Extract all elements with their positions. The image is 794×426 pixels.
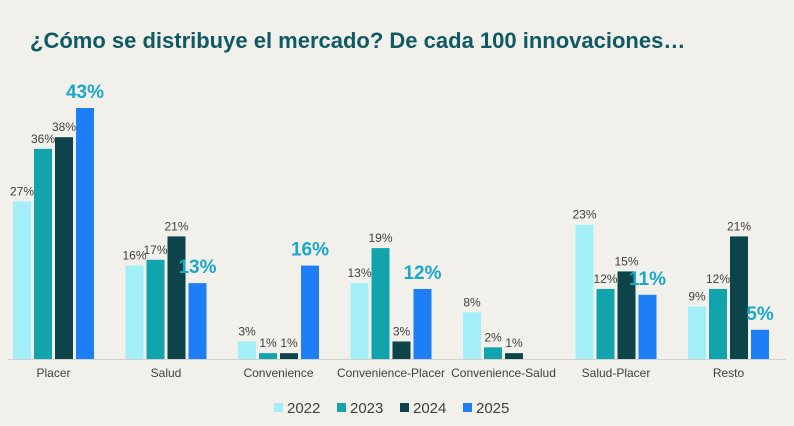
bar-convenience-2025 xyxy=(301,265,319,359)
data-label-placer-2023: 36% xyxy=(31,132,55,146)
category-label-convenience-placer: Convenience-Placer xyxy=(337,366,445,380)
data-label-salud-placer-2025: 11% xyxy=(629,269,666,290)
data-label-convenience-2022: 3% xyxy=(238,324,256,338)
bar-placer-2023 xyxy=(34,148,52,359)
bar-salud-placer-2022 xyxy=(575,224,594,359)
data-label-salud-2024: 21% xyxy=(164,219,188,233)
bar-convenience-placer-2022 xyxy=(350,283,369,359)
bar-resto-2024 xyxy=(730,236,748,359)
data-label-convenience-salud-2024: 1% xyxy=(505,336,523,350)
data-label-salud-2023: 17% xyxy=(143,243,167,257)
data-label-convenience-placer-2024: 3% xyxy=(393,324,411,338)
category-label-convenience-salud: Convenience-Salud xyxy=(451,366,556,380)
bar-convenience-salud-2022 xyxy=(463,312,481,359)
legend-swatch-2025 xyxy=(463,403,472,412)
legend-label-2024: 2024 xyxy=(413,400,446,417)
legend-swatch-2024 xyxy=(400,403,409,412)
bar-salud-placer-2024 xyxy=(617,271,636,359)
data-label-resto-2025: 5% xyxy=(746,304,774,325)
legend-label-2022: 2022 xyxy=(287,400,320,417)
bar-resto-2025 xyxy=(751,329,769,359)
data-label-resto-2024: 21% xyxy=(727,219,751,233)
legend-label-2025: 2025 xyxy=(476,400,509,417)
data-label-convenience-placer-2023: 19% xyxy=(368,231,392,245)
legend-label-2023: 2023 xyxy=(350,400,383,417)
bar-salud-2025 xyxy=(188,283,207,359)
bar-convenience-2023 xyxy=(259,353,277,359)
bar-salud-2023 xyxy=(146,259,165,359)
data-label-convenience-2024: 1% xyxy=(280,336,298,350)
data-label-resto-2023: 12% xyxy=(706,272,730,286)
data-label-placer-2025: 43% xyxy=(66,82,104,103)
data-label-resto-2022: 9% xyxy=(688,289,706,303)
category-label-resto: Resto xyxy=(713,366,745,380)
data-label-salud-2025: 13% xyxy=(178,257,216,278)
bar-convenience-salud-2024 xyxy=(505,353,523,359)
bar-placer-2022 xyxy=(13,201,31,359)
bar-convenience-placer-2025 xyxy=(413,288,432,359)
bar-convenience-2024 xyxy=(280,353,298,359)
category-label-convenience: Convenience xyxy=(243,366,313,380)
legend-swatch-2022 xyxy=(274,403,283,412)
bar-convenience-salud-2023 xyxy=(484,347,502,359)
data-label-salud-placer-2024: 15% xyxy=(614,254,638,268)
bar-placer-2025 xyxy=(76,108,94,359)
bar-convenience-placer-2024 xyxy=(392,341,411,359)
chart-title: ¿Cómo se distribuye el mercado? De cada … xyxy=(30,28,686,53)
data-label-placer-2022: 27% xyxy=(10,184,34,198)
data-label-convenience-placer-2022: 13% xyxy=(347,266,371,280)
data-label-salud-placer-2022: 23% xyxy=(572,208,596,222)
category-label-salud: Salud xyxy=(151,366,182,380)
category-label-salud-placer: Salud-Placer xyxy=(582,366,651,380)
data-label-salud-placer-2023: 12% xyxy=(593,272,617,286)
data-label-placer-2024: 38% xyxy=(52,120,76,134)
data-label-convenience-placer-2025: 12% xyxy=(403,263,441,284)
bar-resto-2022 xyxy=(688,306,706,359)
data-label-convenience-salud-2023: 2% xyxy=(484,330,502,344)
bar-convenience-placer-2023 xyxy=(371,248,390,359)
data-label-salud-2022: 16% xyxy=(122,249,146,263)
data-label-convenience-2023: 1% xyxy=(259,336,277,350)
bar-salud-2022 xyxy=(125,265,144,359)
category-label-placer: Placer xyxy=(36,366,70,380)
bar-salud-2024 xyxy=(167,236,186,359)
bar-salud-placer-2025 xyxy=(638,294,657,359)
data-label-convenience-salud-2022: 8% xyxy=(463,295,481,309)
bar-salud-placer-2023 xyxy=(596,288,615,359)
bar-convenience-2022 xyxy=(238,341,256,359)
bar-placer-2024 xyxy=(55,137,73,359)
data-label-convenience-2025: 16% xyxy=(291,240,329,261)
legend-swatch-2023 xyxy=(337,403,346,412)
bar-resto-2023 xyxy=(709,288,727,359)
